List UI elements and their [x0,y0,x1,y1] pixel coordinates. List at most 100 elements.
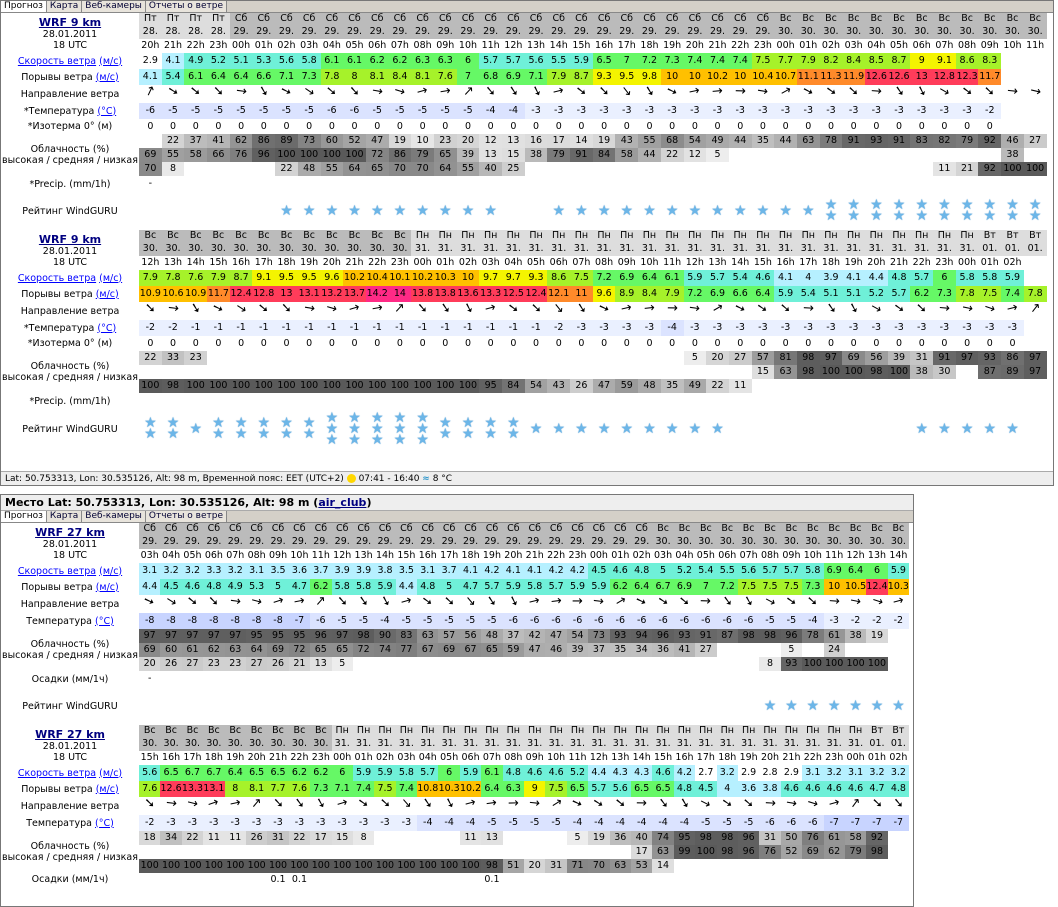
speed-row-cells: 2.9 4.1 4.9 5.2 5.1 5.3 5.6 5.8 6.1 6.1 6.2 6.2 6.3 6… [139,53,1047,69]
arrow-icon: → [334,797,350,813]
speed-link[interactable]: Скорость ветра [17,272,97,284]
gust-unit-link[interactable]: (м/с) [95,288,119,300]
precip-row-cell [524,873,545,886]
gust-unit-link[interactable]: (м/с) [95,783,119,795]
temp-row-cell: -3 [310,815,332,831]
model-link[interactable]: WRF 9 km [38,15,102,29]
model-link[interactable]: WRF 27 km [35,525,105,539]
spot-link[interactable]: air_club [318,496,367,509]
gust-unit-link[interactable]: (м/с) [95,581,119,593]
cl-cell: 100 [365,379,389,393]
speed-unit-link[interactable]: (м/с) [99,55,123,67]
ch-cell: 91 [695,629,717,643]
temp-row-cell: -4 [566,815,589,831]
arrow-icon: ➘ [186,595,199,610]
cl-cell: 8 [759,657,781,671]
cm-cell [706,365,729,379]
tab-0[interactable]: Прогноз [1,511,47,522]
gust-row-cell: 5.1 [819,286,843,302]
ch-cell: 20 [456,134,480,148]
arrow-icon: ➘ [292,797,307,812]
ch-cell: 52 [343,134,366,148]
days-cell: Вс [887,523,910,536]
dir-row-cell: ↗ [389,302,412,320]
speed-row-cell: 4.4 [588,765,610,781]
cm-cell [638,365,661,379]
temp-row-cell: -5 [716,815,738,831]
precip-row-cell [481,671,502,687]
gust-row-cell: 8.1 [245,781,268,797]
iso-row-cell: 0 [737,121,744,132]
tab-1[interactable]: Карта [46,1,83,12]
days-cell: Вс [275,230,298,243]
precip-row-cell [502,176,525,192]
speed-link[interactable]: Скорость ветра [17,55,97,67]
cm-cell [161,365,185,379]
gust-row-cell: 12.1 [547,286,571,302]
temp-unit-link[interactable]: (°C) [94,615,114,627]
model-link[interactable]: WRF 27 km [35,727,105,741]
temp-text: *Температура [23,322,95,334]
speed-unit-link[interactable]: (м/с) [99,272,123,284]
hours-cell: 01h [796,39,820,53]
cm-cell: 89 [1001,365,1024,379]
gust-row-cell: 11 [570,286,593,302]
iso-row-cell [1024,336,1047,351]
speed-unit-link[interactable]: (м/с) [99,767,123,779]
days-cell: Вс [865,13,888,26]
tab-2[interactable]: Веб-камеры [82,1,146,12]
star-icon: ★ [461,202,475,219]
temp-row-cell: -5 [481,613,503,629]
gust-row-cell: 7 [695,579,717,595]
dates-cell: 01. [1001,243,1024,256]
speed-row-cell: 3.2 [823,765,845,781]
ch-cell: 82 [933,134,956,148]
speed-row-cell: 8.7 [887,53,911,69]
precip-row-cell [978,393,1001,409]
ch-cell: 91 [842,134,865,148]
hours-cell: 23h [566,549,589,563]
dates-cell: 29. [638,26,661,39]
coords-text: Lat: 50.753313, Lon: 30.535126, Alt: 98 … [5,474,344,484]
temp-row-cell: -2 [844,613,867,629]
dir-row-cell: → [225,595,246,613]
precip-row-cell [717,873,738,886]
arrow-icon: ➘ [460,302,476,318]
rating-row-cell: ★ [343,192,366,230]
gust-row-cell: 7.3 [933,286,956,302]
temp-unit-link[interactable]: (°C) [94,817,114,829]
hours-cell: 19h [842,256,865,270]
model-link[interactable]: WRF 9 km [38,232,102,246]
tab-3[interactable]: Отчеты о ветре [145,1,227,12]
dir-row-cell: ↘ [160,595,181,613]
speed-link[interactable]: Скорость ветра [17,565,97,577]
gust-row-cell: 5.7 [588,781,610,797]
precip-text: *Precip. (mm/1h) [29,395,111,407]
speed-row-cell: 7.3 [660,53,684,69]
star-icon: ★ [960,208,974,224]
tab-0[interactable]: Прогноз [1,1,47,12]
days-cell: Пн [592,230,616,243]
speed-unit-link[interactable]: (м/с) [99,565,123,577]
speed-link[interactable]: Скорость ветра [17,767,97,779]
hours-cell: 15h [139,751,161,765]
cm-cell [588,845,610,859]
rating-row-cell [588,687,609,725]
gust-row-cell: 9.3 [592,69,616,85]
cloud-title: Облачность (%) [30,639,110,650]
temp-unit-link[interactable]: (°C) [97,105,117,117]
star-icon: ★ [915,208,928,224]
rating-row-cell [674,687,695,725]
gust-unit-link[interactable]: (м/с) [95,71,119,83]
tab-3[interactable]: Отчеты о ветре [145,511,227,522]
hours-cell: 15h [570,39,593,53]
speed-row-cell: 3.3 [203,563,225,579]
tab-1[interactable]: Карта [46,511,83,522]
tab-2[interactable]: Веб-камеры [82,511,146,522]
iso-row-cell: 0 [714,121,721,132]
rating-row-cell: ★ [845,687,866,725]
cl-cell: 11 [933,162,956,176]
sun-times: 07:41 - 16:40 [358,474,420,484]
days-cell: Вс [267,725,289,738]
temp-unit-link[interactable]: (°C) [97,322,117,334]
